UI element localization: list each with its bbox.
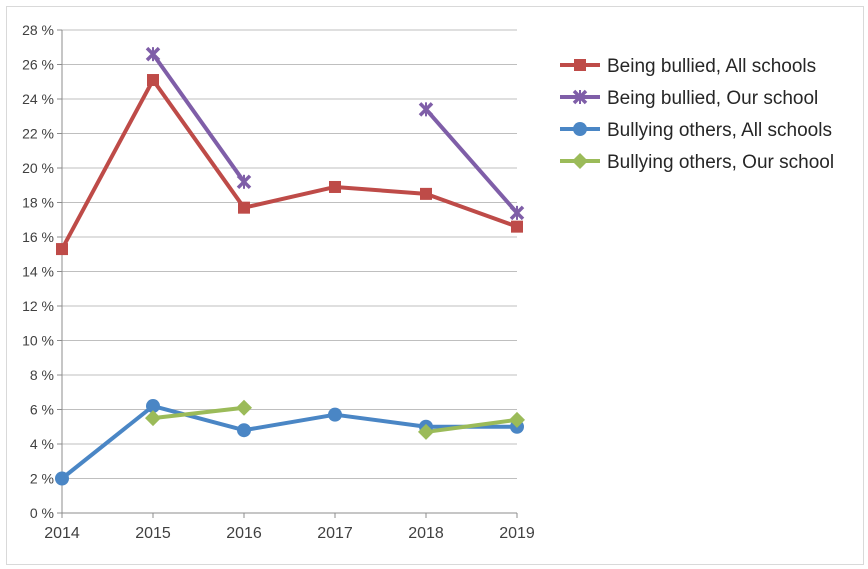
legend-item-being-bullied-our-school: Being bullied, Our school: [560, 88, 818, 109]
legend-label: Being bullied, Our school: [607, 88, 818, 109]
line-segment-being-bullied-our-school: [151, 52, 246, 184]
line-segment-bullying-others-our-school: [151, 405, 246, 421]
legend-item-bullying-others-our-school: Bullying others, Our school: [560, 152, 834, 173]
y-tick-label: 10 %: [22, 333, 54, 349]
line-segment-being-bullied-all-schools: [333, 184, 428, 196]
y-tick-label: 6 %: [30, 402, 54, 418]
legend-marker: [573, 122, 587, 136]
data-point-bullying-others-all-schools: [55, 471, 69, 486]
line-chart: 0 % 2 % 4 % 6 % 8 % 10 % 12 % 14 % 16 % 18 % 20 % 2…: [22, 22, 834, 542]
y-tick-label: 4 %: [30, 436, 54, 452]
line-segment-bullying-others-all-schools: [242, 412, 337, 433]
x-tick-label: 2015: [135, 525, 171, 542]
x-tick-label: 2016: [226, 525, 262, 542]
line-segment-being-bullied-all-schools: [151, 78, 246, 210]
y-tick-label: 28 %: [22, 22, 54, 38]
legend-marker: [572, 153, 588, 169]
y-axis-ticks: 0 % 2 % 4 % 6 % 8 % 10 % 12 % 14 % 16 % 18 % 20 % 2…: [22, 22, 62, 521]
x-tick-label: 2014: [44, 525, 80, 542]
line-segment-bullying-others-all-schools: [151, 404, 246, 433]
line-segment-being-bullied-our-school: [424, 107, 519, 215]
y-tick-label: 22 %: [22, 126, 54, 142]
legend: Being bullied, All schools Being bullied,…: [560, 56, 834, 173]
y-tick-label: 20 %: [22, 160, 54, 176]
data-point-being-bullied-all-schools: [147, 74, 159, 87]
y-tick-label: 18 %: [22, 195, 54, 211]
data-point-being-bullied-all-schools: [420, 187, 432, 200]
x-tick-label: 2019: [499, 525, 535, 542]
y-tick-label: 26 %: [22, 57, 54, 73]
y-tick-label: 2 %: [30, 471, 54, 487]
data-point-being-bullied-our-school: [418, 102, 434, 117]
legend-marker: [574, 59, 586, 71]
y-tick-label: 12 %: [22, 298, 54, 314]
legend-item-bullying-others-all-schools: Bullying others, All schools: [560, 120, 832, 141]
y-tick-label: 14 %: [22, 264, 54, 280]
x-axis-ticks: 2014 2015 2016 2017 2018 2019: [44, 513, 535, 542]
line-segment-bullying-others-all-schools: [60, 404, 155, 481]
line-segment-bullying-others-all-schools: [333, 412, 428, 429]
legend-marker: [572, 89, 588, 105]
x-tick-label: 2018: [408, 525, 444, 542]
data-point-bullying-others-our-school: [145, 410, 161, 427]
line-segment-being-bullied-all-schools: [242, 184, 337, 210]
line-segment-being-bullied-all-schools: [60, 78, 155, 252]
x-tick-label: 2017: [317, 525, 353, 542]
data-point-being-bullied-all-schools: [238, 201, 250, 214]
y-tick-label: 24 %: [22, 91, 54, 107]
data-point-bullying-others-our-school: [418, 423, 434, 440]
line-segment-being-bullied-all-schools: [424, 191, 519, 229]
data-point-being-bullied-our-school: [509, 205, 525, 221]
legend-label: Bullying others, Our school: [607, 152, 834, 173]
data-point-bullying-others-all-schools: [146, 399, 160, 414]
legend-item-being-bullied-all-schools: Being bullied, All schools: [560, 56, 816, 77]
series-lines: [60, 52, 519, 481]
data-point-being-bullied-our-school: [145, 46, 161, 62]
data-point-bullying-others-all-schools: [328, 407, 342, 422]
data-point-bullying-others-our-school: [236, 399, 252, 416]
legend-label: Being bullied, All schools: [607, 56, 816, 77]
chart-frame: 0 % 2 % 4 % 6 % 8 % 10 % 12 % 14 % 16 % 18 % 20 % 2…: [6, 6, 864, 565]
y-tick-label: 16 %: [22, 229, 54, 245]
data-point-being-bullied-all-schools: [56, 243, 68, 256]
data-point-bullying-others-all-schools: [237, 423, 251, 438]
gridlines: [62, 29, 517, 479]
legend-label: Bullying others, All schools: [607, 120, 832, 141]
line-segment-bullying-others-our-school: [424, 417, 519, 434]
data-point-being-bullied-all-schools: [511, 220, 523, 233]
y-tick-label: 8 %: [30, 367, 54, 383]
data-point-being-bullied-all-schools: [329, 180, 341, 193]
y-tick-label: 0 %: [30, 505, 54, 521]
data-point-being-bullied-our-school: [236, 174, 252, 190]
data-point-bullying-others-our-school: [509, 411, 525, 428]
series-markers: [55, 46, 525, 486]
